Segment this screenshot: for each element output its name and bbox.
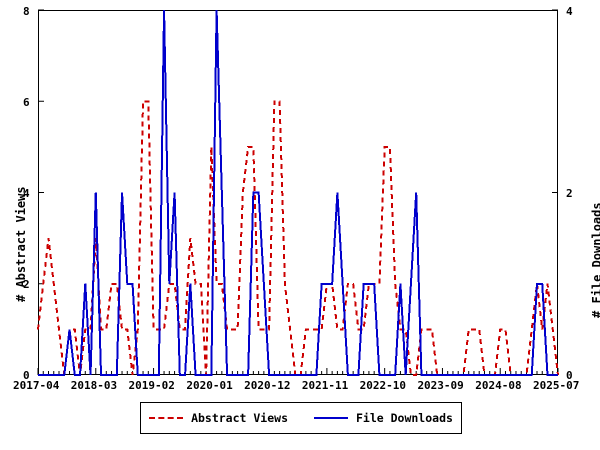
x-tick-label-6: 2022-10	[359, 379, 407, 392]
legend-swatch-file-downloads	[314, 417, 348, 419]
x-tick-label-9: 2025-07	[533, 379, 580, 392]
plot-area	[37, 9, 559, 376]
x-tick-label-0: 2017-04	[13, 379, 60, 392]
x-tick-label-7: 2023-09	[417, 379, 464, 392]
y-tick-left-4: 4	[23, 187, 30, 200]
y-axis-right-title: # File Downloads	[590, 202, 600, 318]
chart-legend: Abstract Views File Downloads	[140, 402, 462, 434]
x-tick-label-2: 2019-02	[128, 379, 175, 392]
legend-label-file-downloads: File Downloads	[356, 411, 453, 425]
y-tick-left-8: 8	[23, 5, 30, 18]
legend-swatch-abstract-views	[149, 417, 184, 419]
x-tick-label-5: 2021-11	[301, 379, 349, 392]
y-tick-left-2: 2	[23, 278, 30, 291]
y-tick-right-2: 2	[566, 187, 573, 200]
y-tick-right-4: 4	[566, 5, 573, 18]
legend-item-file-downloads: File Downloads	[314, 411, 453, 425]
x-tick-label-3: 2020-01	[186, 379, 233, 392]
series-canvas	[37, 9, 559, 376]
x-tick-label-1: 2018-03	[70, 379, 118, 392]
x-tick-label-4: 2020-12	[244, 379, 291, 392]
y-tick-left-0: 0	[23, 369, 30, 382]
x-tick-label-8: 2024-08	[475, 379, 522, 392]
legend-label-abstract-views: Abstract Views	[191, 411, 288, 425]
legend-item-abstract-views: Abstract Views	[149, 411, 288, 425]
y-tick-left-6: 6	[23, 96, 30, 109]
plot-border-top	[38, 10, 558, 11]
y-tick-right-0: 0	[566, 369, 573, 382]
